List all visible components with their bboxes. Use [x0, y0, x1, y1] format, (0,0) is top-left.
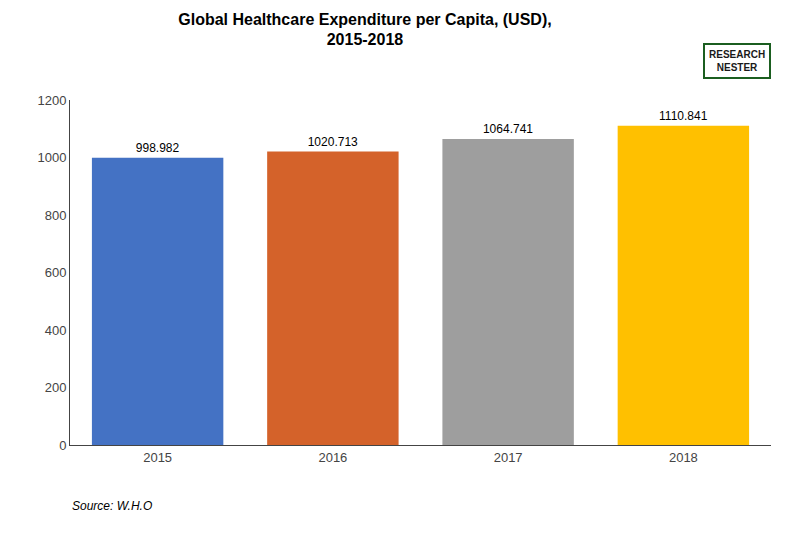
- svg-text:1064.741: 1064.741: [483, 122, 533, 136]
- svg-text:2018: 2018: [669, 450, 698, 465]
- svg-text:Source: W.H.O: Source: W.H.O: [72, 499, 152, 513]
- svg-text:200: 200: [45, 380, 67, 395]
- svg-text:998.982: 998.982: [136, 141, 180, 155]
- svg-text:2017: 2017: [494, 450, 523, 465]
- svg-text:1020.713: 1020.713: [308, 135, 358, 149]
- svg-text:2016: 2016: [318, 450, 347, 465]
- svg-text:RESEARCHNESTER: RESEARCHNESTER: [709, 49, 765, 73]
- svg-text:0: 0: [59, 438, 66, 453]
- svg-text:1110.841: 1110.841: [659, 109, 708, 123]
- svg-text:800: 800: [45, 208, 67, 223]
- svg-text:400: 400: [45, 323, 67, 338]
- svg-text:1000: 1000: [37, 150, 66, 165]
- svg-text:2015: 2015: [143, 450, 172, 465]
- svg-text:1200: 1200: [37, 93, 66, 108]
- svg-text:Global Healthcare Expenditure: Global Healthcare Expenditure per Capita…: [178, 11, 551, 49]
- svg-text:600: 600: [45, 265, 67, 280]
